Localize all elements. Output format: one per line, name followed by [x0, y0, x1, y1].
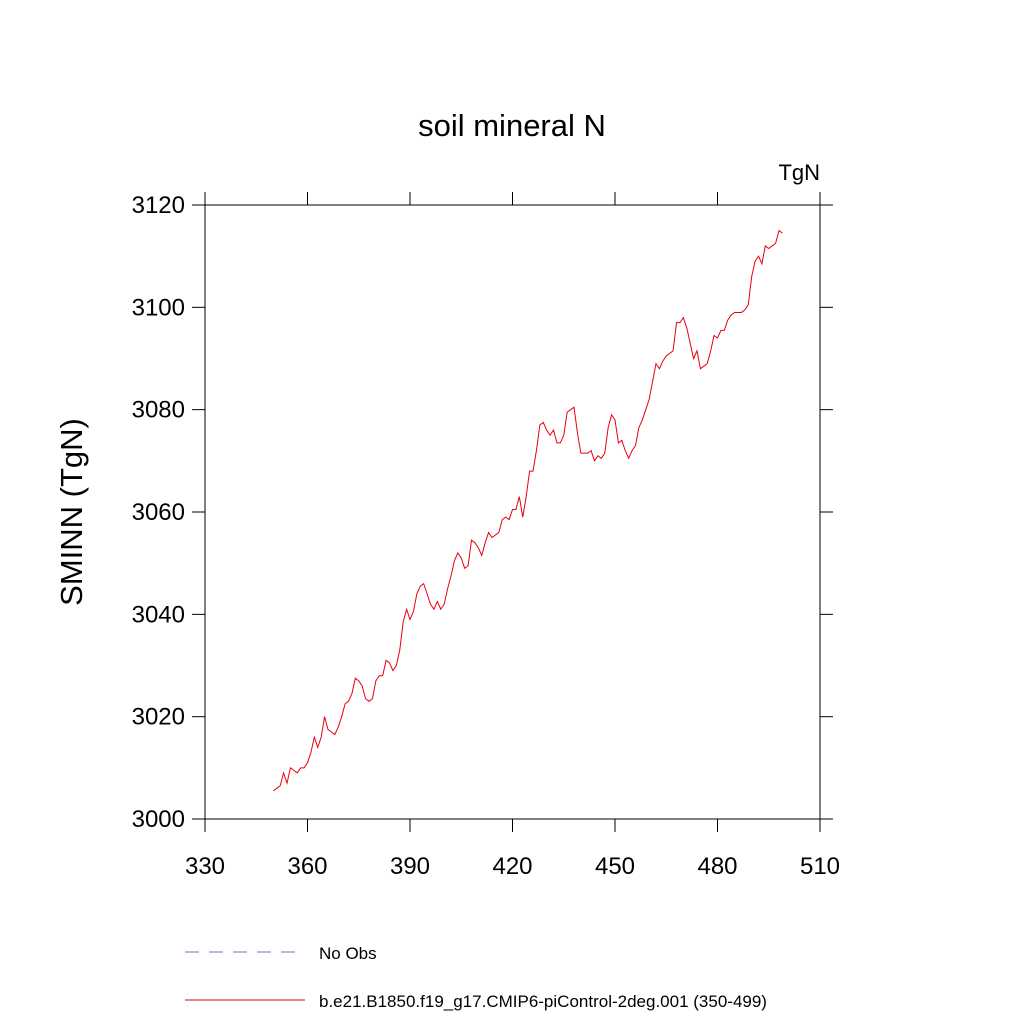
y-tick-label: 3040	[132, 601, 185, 628]
x-tick-label: 330	[185, 853, 225, 880]
series-line	[273, 229, 783, 792]
x-tick-label: 480	[697, 853, 737, 880]
y-tick-label: 3080	[132, 397, 185, 424]
y-tick-label: 3020	[132, 704, 185, 731]
legend-label: No Obs	[319, 944, 377, 963]
units-label: TgN	[778, 160, 820, 185]
x-tick-label: 420	[492, 853, 532, 880]
y-tick-label: 3000	[132, 806, 185, 833]
y-tick-label: 3060	[132, 499, 185, 526]
y-axis-label: SMINN (TgN)	[54, 418, 89, 606]
x-tick-label: 390	[390, 853, 430, 880]
plot-frame	[204, 204, 821, 820]
y-tick-label: 3100	[132, 294, 185, 321]
legend-label: b.e21.B1850.f19_g17.CMIP6-piControl-2deg…	[319, 992, 767, 1011]
y-tick-label: 3120	[132, 192, 185, 219]
x-tick-label: 450	[595, 853, 635, 880]
x-tick-label: 360	[287, 853, 327, 880]
chart-title: soil mineral N	[418, 108, 606, 143]
x-tick-label: 510	[800, 853, 840, 880]
